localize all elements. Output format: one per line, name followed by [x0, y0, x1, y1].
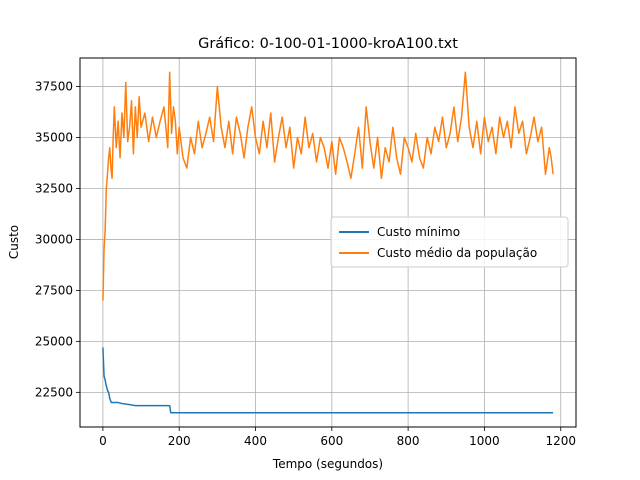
y-tick-label: 22500 [35, 385, 73, 399]
legend-label-custo-medio: Custo médio da população [377, 246, 537, 260]
x-tick-label: 0 [99, 434, 107, 448]
y-axis-label: Custo [7, 225, 21, 259]
chart-title: Gráfico: 0-100-01-1000-kroA100.txt [198, 36, 458, 52]
x-tick-label: 1000 [469, 434, 500, 448]
series-layer [102, 71, 554, 414]
legend-box [330, 216, 569, 268]
series-line-custo-medio [102, 71, 554, 301]
x-axis: 0 200 400 600 800 1000 1200 [99, 427, 576, 448]
x-tick-label: 200 [168, 434, 191, 448]
x-axis-label: Tempo (segundos) [272, 457, 383, 471]
y-tick-label: 27500 [35, 283, 73, 297]
series-line-custo-minimo [102, 347, 554, 414]
y-tick-label: 25000 [35, 334, 73, 348]
legend-label-custo-minimo: Custo mínimo [377, 225, 460, 239]
plot-frame [79, 57, 577, 428]
x-tick-label: 600 [320, 434, 343, 448]
y-tick-label: 35000 [35, 131, 73, 145]
legend: Custo mínimo Custo médio da população [330, 216, 569, 268]
y-axis: 22500 25000 27500 30000 32500 35000 37500 [35, 80, 80, 399]
y-tick-label: 30000 [35, 232, 73, 246]
x-tick-label: 400 [244, 434, 267, 448]
x-tick-label: 1200 [545, 434, 576, 448]
x-tick-label: 800 [397, 434, 420, 448]
y-tick-label: 32500 [35, 181, 73, 195]
y-tick-label: 37500 [35, 80, 73, 94]
